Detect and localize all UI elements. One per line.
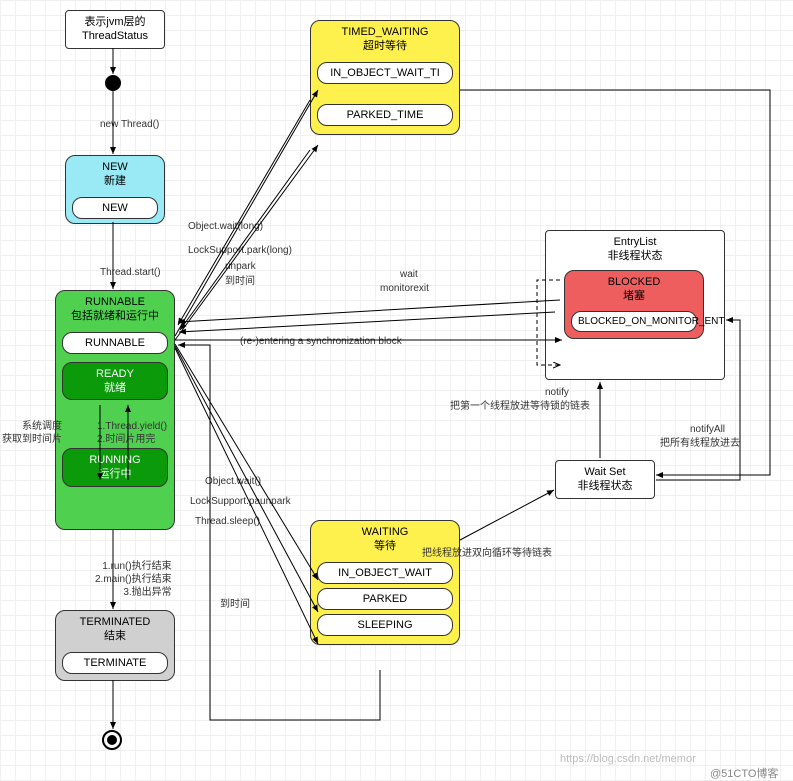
state-ready-title: READY 就绪 xyxy=(96,368,134,394)
waiting-item-2: SLEEPING xyxy=(317,614,453,636)
label-new-thread: new Thread() xyxy=(100,118,159,131)
label-monitorexit: monitorexit xyxy=(380,282,429,295)
state-runnable: RUNNABLE 包括就绪和运行中 RUNNABLE READY 就绪 RUNN… xyxy=(55,290,175,530)
state-runnable-title: RUNNABLE 包括就绪和运行中 xyxy=(56,291,174,328)
label-lock-park-long: LockSupport.park(long) xyxy=(188,244,292,257)
state-timed-waiting-title: TIMED_WAITING 超时等待 xyxy=(311,21,459,58)
label-sched-left: 系统调度 获取到时间片 xyxy=(2,420,62,446)
state-terminated-title: TERMINATED 结束 xyxy=(56,611,174,648)
label-obj-wait-long: Object.wait(long) xyxy=(188,220,263,233)
state-new: NEW 新建 NEW xyxy=(65,155,165,224)
label-notifyall: notifyAll xyxy=(690,423,725,436)
container-waitset: Wait Set 非线程状态 xyxy=(555,460,655,499)
state-new-title: NEW 新建 xyxy=(66,156,164,193)
watermark-url: https://blog.csdn.net/memor xyxy=(560,753,696,765)
state-running: RUNNING 运行中 xyxy=(62,448,168,487)
label-thread-sleep: Thread.sleep() xyxy=(195,515,260,528)
final-state xyxy=(102,730,122,750)
label-obj-wait: Object.wait() xyxy=(205,475,261,488)
label-waiting-desc: 把线程放进双向循环等待链表 xyxy=(422,547,552,560)
waiting-item-1: PARKED xyxy=(317,588,453,610)
label-run-end: 1.run()执行结束 2.main()执行结束 3.抛出异常 xyxy=(95,560,172,599)
state-blocked: BLOCKED 堵塞 BLOCKED_ON_MONITOR_ENT xyxy=(564,270,704,340)
state-running-title: RUNNING 运行中 xyxy=(89,454,140,480)
timed-waiting-item-0: IN_OBJECT_WAIT_TI xyxy=(317,62,453,84)
label-lock-park-unpark: LockSupport.paunpark xyxy=(190,495,291,508)
state-new-item: NEW xyxy=(72,197,158,219)
label-notifyall-desc: 把所有线程放进去 xyxy=(660,437,740,450)
note-box: 表示jvm层的 ThreadStatus xyxy=(65,10,165,49)
state-ready: READY 就绪 xyxy=(62,362,168,401)
state-timed-waiting: TIMED_WAITING 超时等待 IN_OBJECT_WAIT_TI PAR… xyxy=(310,20,460,135)
state-blocked-title: BLOCKED 堵塞 xyxy=(565,271,703,308)
waitset-title: Wait Set 非线程状态 xyxy=(556,461,654,498)
label-daoshijian: 到时间 xyxy=(225,275,255,288)
label-notify: notify xyxy=(545,386,569,399)
label-daoshijian2: 到时间 xyxy=(220,598,250,611)
note-text: 表示jvm层的 ThreadStatus xyxy=(66,11,164,48)
waiting-item-0: IN_OBJECT_WAIT xyxy=(317,562,453,584)
blocked-item: BLOCKED_ON_MONITOR_ENT xyxy=(571,311,697,332)
label-unpark: unpark xyxy=(225,260,256,273)
label-sched-right: 1.Thread.yield() 2.时间片用完 xyxy=(97,420,167,446)
entrylist-title: EntryList 非线程状态 xyxy=(546,231,724,268)
terminated-item: TERMINATE xyxy=(62,652,168,674)
container-entrylist: EntryList 非线程状态 BLOCKED 堵塞 BLOCKED_ON_MO… xyxy=(545,230,725,380)
state-terminated: TERMINATED 结束 TERMINATE xyxy=(55,610,175,681)
state-waiting: WAITING 等待 IN_OBJECT_WAIT PARKED SLEEPIN… xyxy=(310,520,460,645)
timed-waiting-item-1: PARKED_TIME xyxy=(317,104,453,126)
label-wait: wait xyxy=(400,268,418,281)
initial-state xyxy=(105,75,121,91)
label-re-enter: (re-)entering a synchronization block xyxy=(240,335,402,348)
label-thread-start: Thread.start() xyxy=(100,266,161,279)
state-runnable-item: RUNNABLE xyxy=(62,332,168,354)
label-notify-desc: 把第一个线程放进等待锁的链表 xyxy=(450,400,590,413)
